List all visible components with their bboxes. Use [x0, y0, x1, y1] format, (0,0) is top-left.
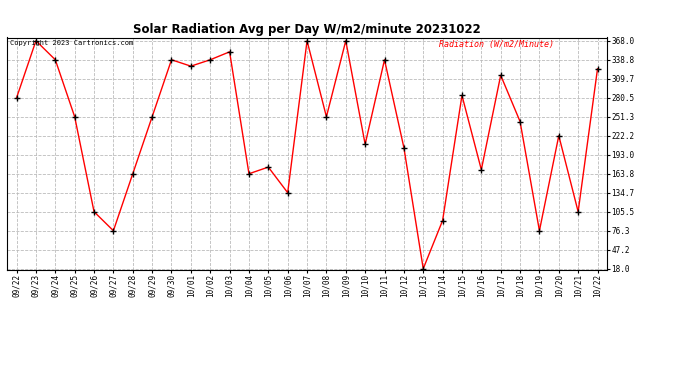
Text: Copyright 2023 Cartronics.com: Copyright 2023 Cartronics.com: [10, 40, 133, 46]
Title: Solar Radiation Avg per Day W/m2/minute 20231022: Solar Radiation Avg per Day W/m2/minute …: [133, 23, 481, 36]
Text: Radiation (W/m2/Minute): Radiation (W/m2/Minute): [439, 40, 554, 49]
